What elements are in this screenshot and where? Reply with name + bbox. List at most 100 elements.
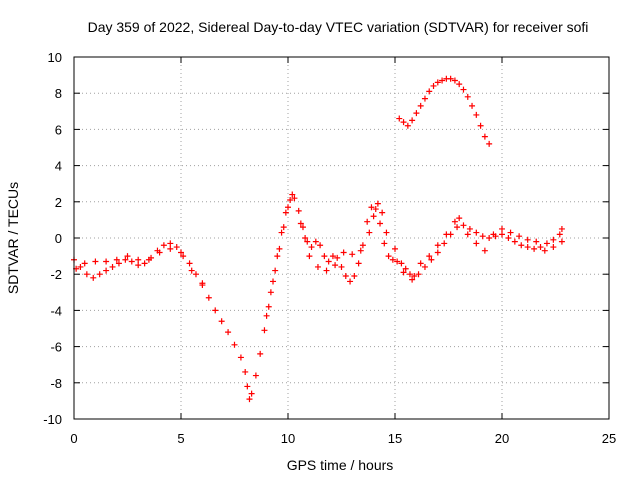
data-point xyxy=(398,260,405,267)
data-point xyxy=(90,274,97,281)
data-point xyxy=(321,253,328,260)
data-point xyxy=(479,233,486,240)
data-point xyxy=(160,242,167,249)
data-point xyxy=(439,77,446,84)
data-point xyxy=(96,271,103,278)
chart-title: Day 359 of 2022, Sidereal Day-to-day VTE… xyxy=(88,19,589,35)
data-point xyxy=(524,244,531,251)
data-point xyxy=(372,206,379,213)
y-tick-label: -8 xyxy=(50,376,62,391)
data-point xyxy=(267,289,274,296)
data-point xyxy=(261,327,268,334)
data-point xyxy=(379,209,386,216)
data-point xyxy=(347,278,354,285)
data-point xyxy=(276,245,283,252)
data-point xyxy=(392,245,398,252)
series-late-arc xyxy=(396,75,493,147)
data-point xyxy=(364,218,371,225)
data-point xyxy=(473,229,480,236)
data-point xyxy=(357,247,364,254)
data-point xyxy=(394,258,401,265)
data-point xyxy=(417,260,424,267)
data-point xyxy=(280,224,287,231)
y-tick-label: -4 xyxy=(50,303,62,318)
data-point xyxy=(537,244,544,251)
data-point xyxy=(533,238,540,245)
data-point xyxy=(83,271,90,278)
data-point xyxy=(415,271,422,278)
x-tick-label: 15 xyxy=(388,431,402,446)
data-point xyxy=(188,267,195,274)
data-point xyxy=(128,258,135,265)
data-point xyxy=(297,220,304,227)
data-point xyxy=(349,251,356,258)
data-point xyxy=(516,233,523,240)
data-point xyxy=(103,267,110,274)
data-point xyxy=(242,368,249,375)
data-point xyxy=(374,200,381,207)
data-point xyxy=(383,229,390,236)
data-point xyxy=(167,240,174,247)
y-tick-label: 2 xyxy=(55,195,62,210)
y-tick-label: -2 xyxy=(50,267,62,282)
data-point xyxy=(252,372,259,379)
data-point xyxy=(299,224,306,231)
data-point xyxy=(308,244,315,251)
data-point xyxy=(385,253,392,260)
data-point xyxy=(477,122,484,129)
data-point xyxy=(295,207,302,214)
data-point xyxy=(366,229,373,236)
data-point xyxy=(329,253,336,260)
x-axis-label: GPS time / hours xyxy=(287,457,394,473)
data-point xyxy=(167,245,174,252)
data-point xyxy=(404,122,411,129)
data-point xyxy=(377,220,384,227)
data-point xyxy=(481,133,488,140)
x-tick-label: 5 xyxy=(177,431,184,446)
data-point xyxy=(550,236,557,243)
data-point xyxy=(430,82,437,89)
y-tick-label: 4 xyxy=(55,159,62,174)
data-point xyxy=(451,77,458,84)
data-point xyxy=(304,238,311,245)
data-point xyxy=(192,271,199,278)
data-point xyxy=(272,267,279,274)
data-point xyxy=(141,260,148,267)
data-point xyxy=(466,225,473,232)
data-point xyxy=(389,256,396,263)
data-point xyxy=(289,191,296,198)
data-point xyxy=(225,329,232,336)
y-axis-label: SDTVAR / TECUs xyxy=(5,182,21,294)
data-point xyxy=(469,102,476,109)
data-point xyxy=(351,273,358,280)
x-tick-label: 0 xyxy=(70,431,77,446)
data-point xyxy=(370,213,377,220)
data-point xyxy=(441,240,448,247)
y-tick-label: -6 xyxy=(50,340,62,355)
data-point xyxy=(460,86,467,93)
data-point xyxy=(421,263,428,270)
data-point xyxy=(434,249,441,256)
axes: 0 5 10 15 20 25 -10 -8 -6 -4 -2 0 2 4 6 8 10 xyxy=(43,50,616,446)
data-point xyxy=(473,111,480,118)
data-point xyxy=(274,253,281,260)
data-point xyxy=(173,244,180,251)
data-point xyxy=(409,117,416,124)
data-point xyxy=(456,215,463,222)
data-point xyxy=(306,253,313,260)
data-point xyxy=(524,236,531,243)
y-tick-label: 8 xyxy=(55,86,62,101)
data-point xyxy=(511,238,518,245)
data-point xyxy=(265,303,272,310)
data-point xyxy=(541,247,548,254)
data-point xyxy=(409,276,416,283)
data-point xyxy=(499,231,505,238)
data-point xyxy=(464,93,471,100)
data-point xyxy=(244,383,251,390)
data-point xyxy=(443,231,450,238)
data-point xyxy=(199,280,206,287)
data-point xyxy=(77,263,84,270)
y-tick-label: 0 xyxy=(55,231,62,246)
